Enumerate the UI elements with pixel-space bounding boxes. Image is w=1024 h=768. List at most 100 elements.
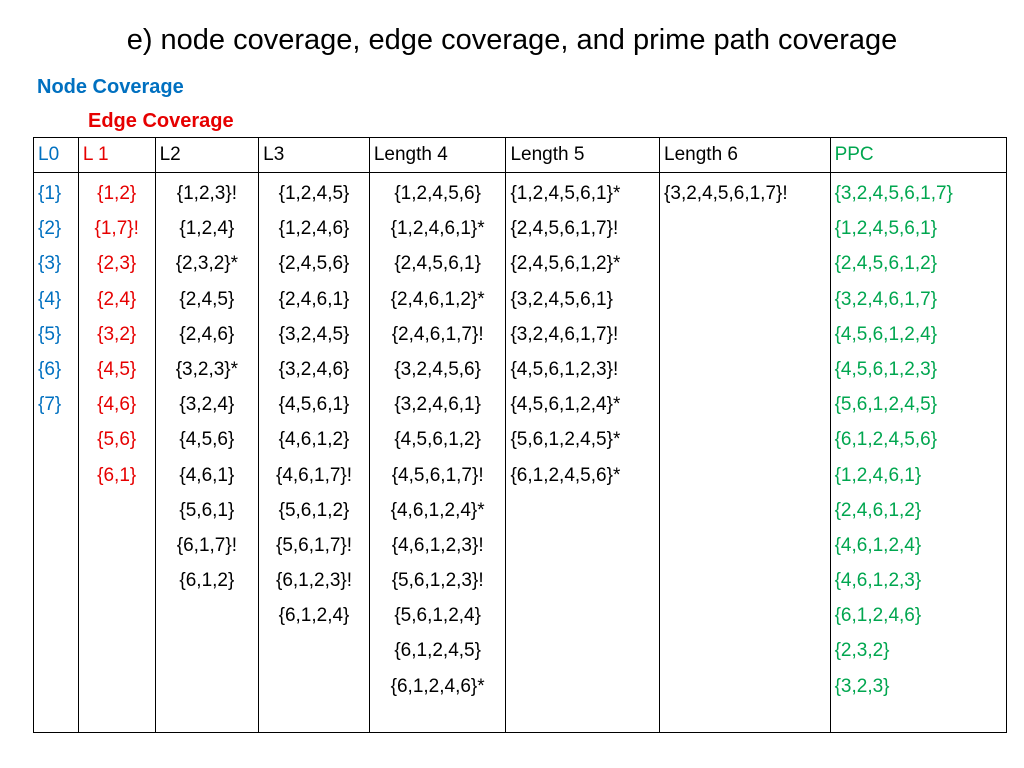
path-entry: {4,6}: [97, 394, 137, 416]
path-entry: {1}: [38, 183, 62, 204]
path-entry: {4,5,6,1,7}!: [391, 464, 484, 486]
path-entry: {6,1,2,3}!: [275, 570, 353, 592]
column-length-4: {1,2,4,5,6} {1,2,4,6,1}* {2,4,5,6,1} {2,4,6…: [368, 172, 507, 733]
header-length-4: Length 4: [368, 137, 507, 173]
edge-coverage-label: Edge Coverage: [88, 110, 234, 132]
path-entry: {3,2,4}: [179, 394, 235, 416]
paths-row: {1} {2} {3} {4} {5} {6} {7} {1,2} {1,7}! {2,3} {2…: [33, 172, 1008, 733]
path-entry: {6,1,2,4,5,6}*: [510, 464, 621, 486]
path-entry: {4,5}: [97, 358, 137, 380]
path-entry: {4,6,1}: [179, 464, 235, 486]
header-l1: L 1: [77, 137, 156, 173]
path-entry: {2,4,6,1,2}: [834, 499, 922, 521]
column-length-6: {3,2,4,5,6,1,7}!: [659, 172, 831, 733]
header-length-5: Length 5: [505, 137, 661, 173]
path-entry: {2,3}: [97, 253, 137, 275]
path-entry: {4,5,6}: [179, 429, 235, 451]
path-entry: {1,2,4}: [179, 218, 235, 240]
path-entry: {2,4,5,6,1,7}!: [510, 218, 619, 240]
path-entry: {4,5,6,1}: [278, 394, 350, 416]
path-entry: {4,6,1,2,3}!: [391, 534, 484, 556]
path-entry: {3,2,4,6,1,7}!: [510, 323, 619, 345]
path-entry: {4,5,6,1,2}: [394, 429, 481, 451]
column-l2: {1,2,3}! {1,2,4} {2,3,2}* {2,4,5} {2,4,6} {3,…: [154, 172, 260, 733]
path-entry: {3,2,4,5,6}: [394, 358, 481, 380]
path-entry: {2,3,2}: [834, 640, 890, 662]
path-entry: {6}: [38, 358, 62, 380]
path-entry: {4,6,1,2,4}: [834, 534, 922, 556]
path-entry: {6,1,2,4}: [278, 605, 350, 627]
path-entry: {1,2,4,5}: [278, 183, 350, 204]
path-entry: {2,4,6,1,7}!: [391, 323, 484, 345]
header-row: L0 L 1 L2 L3 Length 4 Length 5 Length 6 …: [33, 137, 1008, 173]
path-entry: {2,4}: [97, 288, 137, 310]
path-entry: {4}: [38, 288, 62, 310]
path-entry: {3,2,3}: [834, 675, 890, 697]
path-entry: {1,2,3}!: [176, 183, 237, 204]
column-l0: {1} {2} {3} {4} {5} {6} {7}: [33, 172, 79, 733]
path-entry: {3,2,4,6,1}: [394, 394, 481, 416]
path-entry: {3}: [38, 253, 62, 275]
header-length-6: Length 6: [659, 137, 831, 173]
path-entry: {4,5,6,1,2,3}!: [510, 358, 619, 380]
path-entry: {1,7}!: [94, 218, 139, 240]
path-entry: {5,6}: [97, 429, 137, 451]
column-length-5: {1,2,4,5,6,1}* {2,4,5,6,1,7}! {2,4,5,6,1,2…: [505, 172, 661, 733]
path-entry: {3,2,4,5}: [278, 323, 350, 345]
column-ppc: {3,2,4,5,6,1,7} {1,2,4,5,6,1} {2,4,5,6,1,2…: [829, 172, 1008, 733]
path-entry: {5,6,1,2}: [278, 499, 350, 521]
slide-title: e) node coverage, edge coverage, and pri…: [126, 24, 898, 56]
path-entry: {5,6,1}: [179, 499, 235, 521]
path-entry: {5,6,1,2,4,5}*: [510, 429, 621, 451]
path-entry: {4,6,1,2,4}*: [390, 499, 485, 521]
header-ppc: PPC: [829, 137, 1008, 173]
path-entry: {3,2,4,5,6,1,7}: [834, 183, 953, 204]
path-entry: {3,2,4,5,6,1,7}!: [664, 183, 788, 204]
path-entry: {1,2,4,5,6}: [394, 183, 481, 204]
path-entry: {3,2,3}*: [175, 358, 239, 380]
path-entry: {2,4,5,6}: [278, 253, 350, 275]
path-entry: {6,1,2}: [179, 570, 235, 592]
coverage-table: L0 L 1 L2 L3 Length 4 Length 5 Length 6 …: [33, 137, 1008, 733]
path-entry: {1,2,4,6}: [278, 218, 350, 240]
path-entry: {1,2}: [97, 183, 137, 204]
path-entry: {5,6,1,7}!: [275, 534, 353, 556]
path-entry: {4,5,6,1,2,4}: [834, 323, 938, 345]
header-l3: L3: [258, 137, 370, 173]
path-entry: {1,2,4,6,1}*: [390, 218, 485, 240]
path-entry: {2}: [38, 218, 62, 240]
path-entry: {1,2,4,6,1}: [834, 464, 922, 486]
path-entry: {3,2,4,5,6,1}: [510, 288, 613, 310]
path-entry: {6,1}: [97, 464, 137, 486]
path-entry: {1,2,4,5,6,1}*: [510, 183, 621, 204]
path-entry: {4,6,1,7}!: [275, 464, 353, 486]
path-entry: {2,4,5,6,1,2}*: [510, 253, 621, 275]
column-l3: {1,2,4,5} {1,2,4,6} {2,4,5,6} {2,4,6,1} {3,2…: [258, 172, 370, 733]
path-entry: {4,6,1,2}: [278, 429, 350, 451]
path-entry: {5,6,1,2,3}!: [391, 570, 484, 592]
path-entry: {2,4,6,1,2}*: [390, 288, 485, 310]
path-entry: {3,2,4,6,1,7}: [834, 288, 938, 310]
path-entry: {5,6,1,2,4,5}: [834, 394, 938, 416]
path-entry: {7}: [38, 394, 62, 416]
path-entry: {2,4,5}: [179, 288, 235, 310]
path-entry: {6,1,7}!: [176, 534, 237, 556]
path-entry: {4,5,6,1,2,3}: [834, 358, 938, 380]
path-entry: {2,4,6}: [179, 323, 235, 345]
path-entry: {4,6,1,2,3}: [834, 570, 922, 592]
path-entry: {3,2,4,6}: [278, 358, 350, 380]
path-entry: {6,1,2,4,5}: [394, 640, 481, 662]
node-coverage-label: Node Coverage: [37, 76, 184, 98]
path-entry: {2,4,5,6,1,2}: [834, 253, 938, 275]
path-entry: {2,4,5,6,1}: [394, 253, 481, 275]
path-entry: {4,5,6,1,2,4}*: [510, 394, 621, 416]
path-entry: {3,2}: [97, 323, 137, 345]
header-l2: L2: [154, 137, 260, 173]
path-entry: {1,2,4,5,6,1}: [834, 218, 938, 240]
path-entry: {2,4,6,1}: [278, 288, 350, 310]
path-entry: {6,1,2,4,5,6}: [834, 429, 938, 451]
path-entry: {6,1,2,4,6}*: [390, 675, 485, 697]
column-l1: {1,2} {1,7}! {2,3} {2,4} {3,2} {4,5} {4,6} {5,6…: [77, 172, 156, 733]
path-entry: {2,3,2}*: [175, 253, 239, 275]
header-l0: L0: [33, 137, 79, 173]
